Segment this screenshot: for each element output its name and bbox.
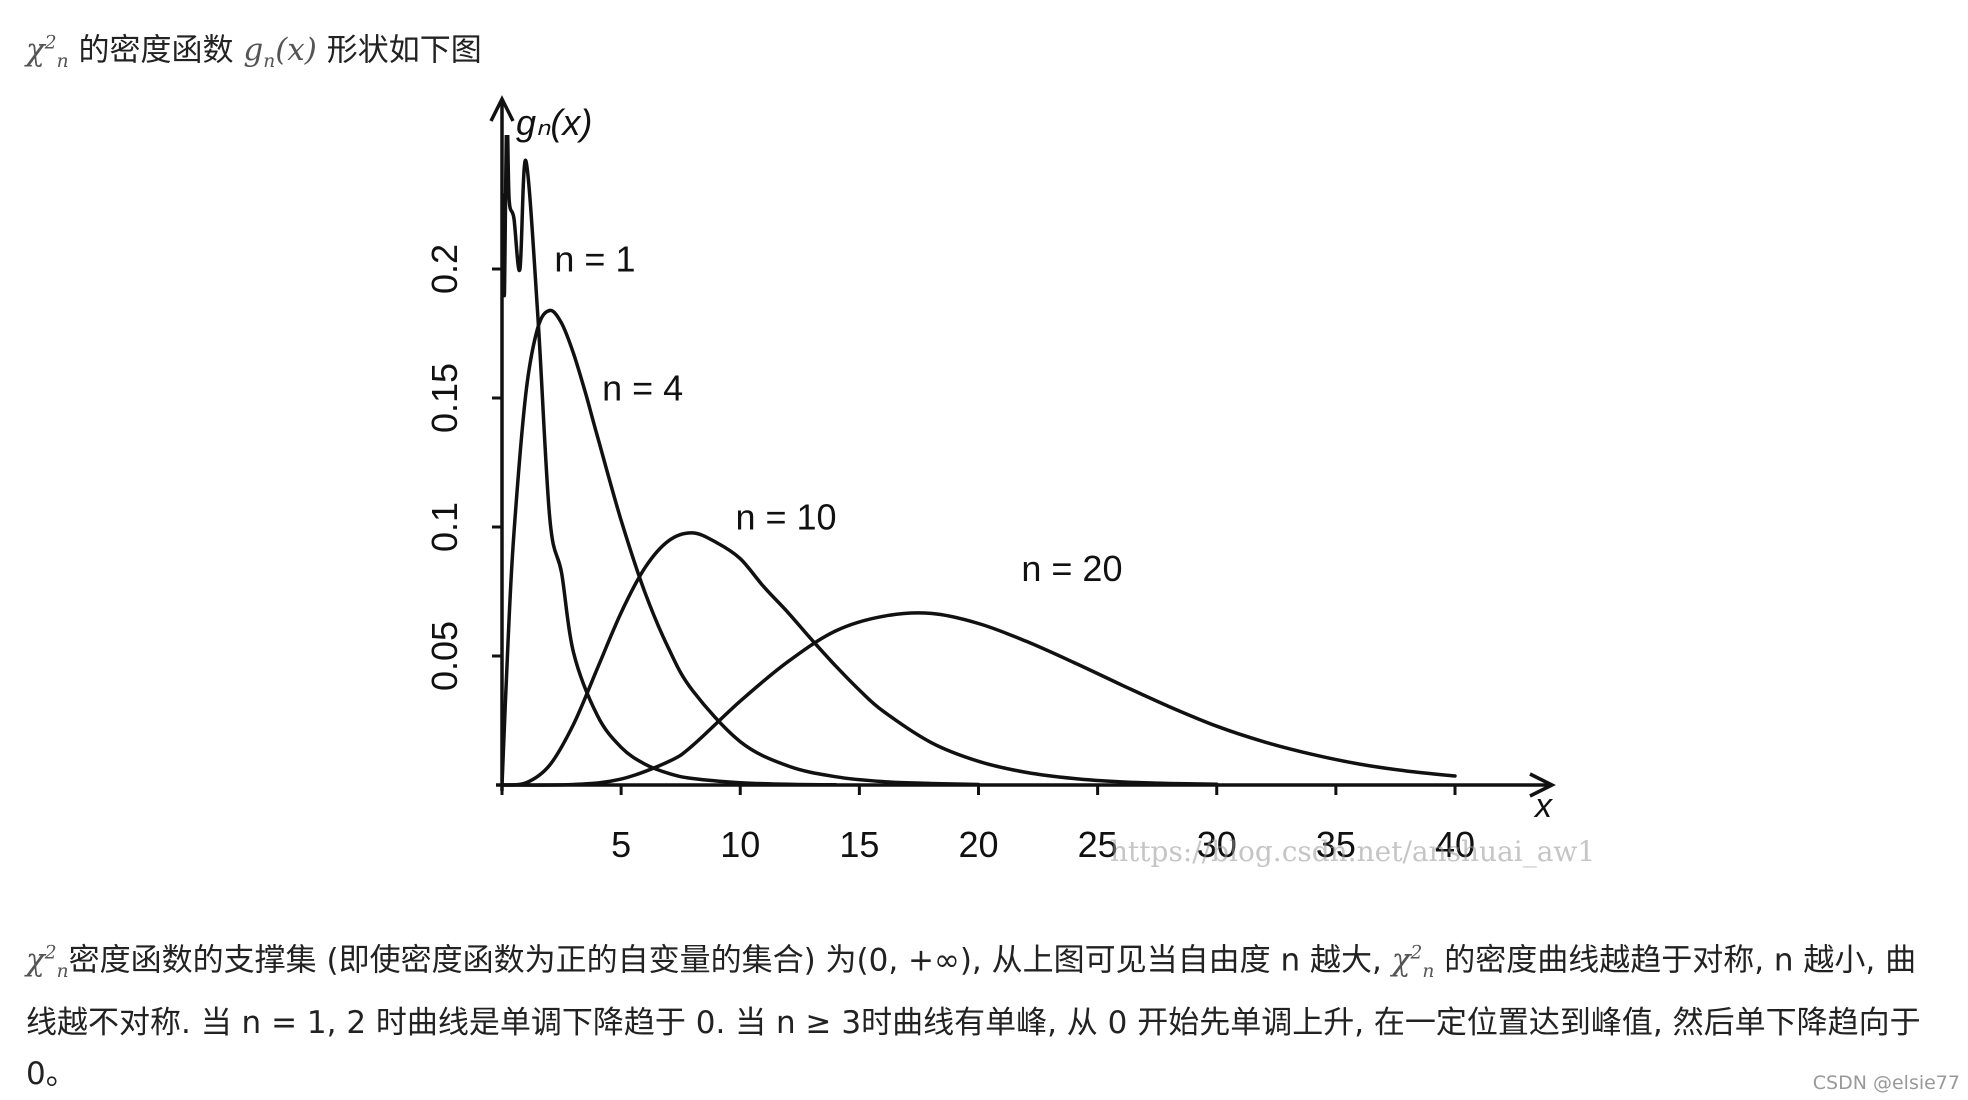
- paragraph-text-1: 密度函数的支撑集 (即使密度函数为正的自变量的集合) 为(0, +∞), 从上图…: [68, 942, 1392, 979]
- y-tick-label-0.2: 0.2: [424, 244, 465, 294]
- x-axis-arrow: [1529, 772, 1556, 798]
- x-tick-label-5: 5: [611, 824, 631, 865]
- watermark-text: https://blog.csdn.net/anshuai_aw1: [1110, 835, 1596, 868]
- footer-credit: CSDN @elsie77: [1812, 1072, 1960, 1094]
- chart-svg: 5 10 15 20 25 30 35 40 0.05 0.1 0.15 0.2 gₙ(x) x n = 1…: [424, 95, 1556, 865]
- curves-layer: [502, 135, 1457, 787]
- x-tick-label-30: 30: [1197, 824, 1237, 865]
- x-tick-label-15: 15: [839, 824, 879, 865]
- x-tick-label-10: 10: [720, 824, 760, 865]
- labels-layer: 5 10 15 20 25 30 35 40 0.05 0.1 0.15 0.2 gₙ(x) x n = 1…: [424, 102, 1553, 865]
- x-tick-label-25: 25: [1078, 824, 1118, 865]
- chi-square-chart: 5 10 15 20 25 30 35 40 0.05 0.1 0.15 0.2 gₙ(x) x n = 1…: [380, 95, 1620, 885]
- intro-line: χ2n 的密度函数 gn(x) 形状如下图: [26, 22, 482, 85]
- chi-square-symbol-inline: χ2n: [26, 942, 69, 983]
- y-tick-label-0.1: 0.1: [424, 502, 465, 552]
- y-tick-label-0.15: 0.15: [424, 363, 465, 433]
- series-group: [502, 135, 1457, 787]
- axes-layer: [489, 95, 1556, 798]
- y-axis-label: gₙ(x): [516, 102, 592, 143]
- paragraph-text-2: 的密度曲线越趋于对称, n 越小, 曲线越不对称. 当 n = 1, 2 时曲线…: [26, 942, 1921, 1092]
- series-line-1: [502, 135, 838, 787]
- series-line-4: [502, 611, 1457, 787]
- series-annotation-2: n = 4: [602, 368, 683, 409]
- chi-square-symbol: χ2n: [26, 32, 69, 73]
- chi-square-symbol-inline-2: χ2n: [1391, 942, 1435, 983]
- x-tick-label-20: 20: [958, 824, 998, 865]
- series-annotation-4: n = 20: [1021, 548, 1122, 589]
- series-annotation-1: n = 1: [554, 239, 635, 280]
- x-tick-label-40: 40: [1435, 824, 1475, 865]
- series-line-2: [502, 308, 981, 787]
- y-tick-label-0.05: 0.05: [424, 621, 465, 691]
- series-annotation-3: n = 10: [735, 497, 836, 538]
- series-line-3: [502, 531, 1219, 787]
- explanation-paragraph: χ2n密度函数的支撑集 (即使密度函数为正的自变量的集合) 为(0, +∞), …: [26, 928, 1946, 1100]
- y-axis-arrow: [489, 95, 515, 122]
- intro-text-1: 的密度函数: [68, 32, 244, 69]
- intro-text-2: 形状如下图: [316, 32, 482, 69]
- x-tick-label-35: 35: [1316, 824, 1356, 865]
- x-axis-label: x: [1533, 787, 1553, 825]
- density-function-symbol: gn(x): [243, 32, 317, 73]
